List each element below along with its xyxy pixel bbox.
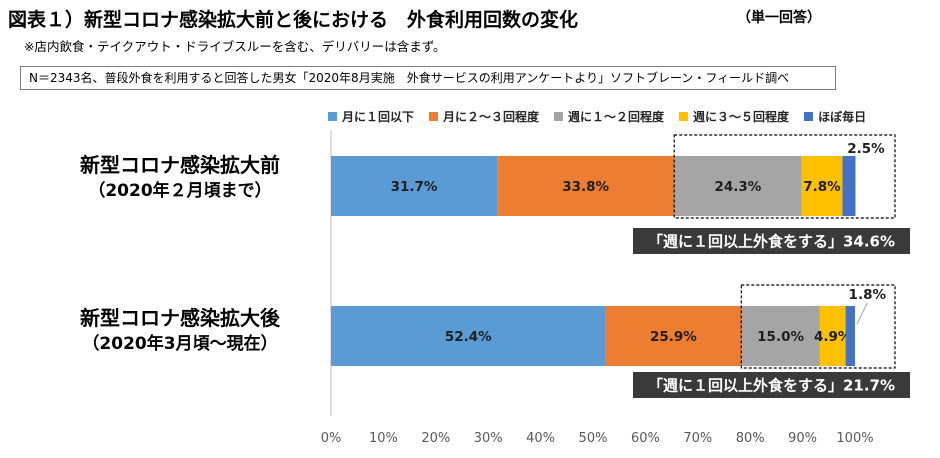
x-tick-label: 100%	[836, 431, 873, 446]
legend-swatch	[429, 111, 439, 121]
bar-segment	[605, 306, 742, 366]
category-label-period: （2020年3月頃～現在）	[82, 334, 278, 354]
data-label: 24.3%	[714, 179, 761, 195]
callout-box	[633, 228, 910, 254]
bar-segment	[331, 156, 498, 216]
x-tick-label: 30%	[474, 431, 503, 446]
legend-item: 月に２～３回程度	[429, 108, 539, 125]
legend-label: 月に２～３回程度	[443, 109, 540, 124]
leader-line	[856, 302, 868, 325]
data-label: 33.8%	[562, 179, 609, 195]
legend-item: 週に１～２回程度	[554, 108, 664, 125]
data-label: 7.8%	[803, 179, 841, 195]
data-label: 4.9%	[814, 329, 852, 345]
data-label: 25.9%	[650, 329, 697, 345]
legend-swatch	[328, 111, 337, 121]
category-label-before: 新型コロナ感染拡大前 （2020年２月頃まで）	[15, 153, 345, 202]
legend-item: 週に３～５回程度	[679, 108, 789, 125]
bar-segment	[801, 156, 843, 216]
bar-segment	[842, 156, 856, 216]
category-label-main: 新型コロナ感染拡大後	[80, 306, 280, 330]
legend-label: 月に１回以下	[342, 109, 415, 124]
legend-swatch	[804, 111, 814, 121]
callout-box	[633, 372, 910, 398]
scope-note: ※店内飲食・テイクアウト・ドライブスルーを含む、デリバリーは含まず。	[24, 39, 446, 54]
x-tick-label: 80%	[736, 431, 765, 446]
legend-swatch	[679, 111, 689, 121]
bar-segment	[741, 306, 820, 366]
callout-text: 「週に１回以上外食をする」21.7%	[648, 377, 895, 395]
callout-text: 「週に１回以上外食をする」34.6%	[648, 233, 895, 251]
bar-segment	[331, 306, 606, 366]
bar-segment	[819, 306, 846, 366]
data-label: 15.0%	[757, 329, 804, 345]
category-label-period: （2020年２月頃まで）	[88, 181, 272, 201]
source-note-box: N＝2343名、普段外食を利用すると回答した男女「2020年8月実施 外食サービ…	[20, 66, 836, 90]
bar-segment	[845, 306, 855, 366]
data-label: 2.5%	[847, 141, 885, 157]
x-tick-label: 0%	[321, 431, 342, 446]
highlight-box	[740, 284, 896, 369]
category-label-main: 新型コロナ感染拡大前	[80, 153, 280, 177]
data-label: 52.4%	[445, 329, 492, 345]
x-tick-label: 40%	[526, 431, 555, 446]
x-tick-label: 70%	[683, 431, 712, 446]
answer-type-label: （単一回答）	[737, 10, 821, 26]
x-tick-label: 90%	[788, 431, 817, 446]
x-tick-label: 50%	[579, 431, 608, 446]
bar-segment	[497, 156, 675, 216]
legend-label: ほぼ毎日	[818, 109, 867, 124]
x-tick-label: 10%	[369, 431, 398, 446]
chart-title: 図表１）新型コロナ感染拡大前と後における 外食利用回数の変化	[8, 9, 579, 31]
legend-swatch	[554, 111, 564, 121]
data-label: 31.7%	[391, 179, 438, 195]
highlight-box	[673, 134, 896, 219]
legend-item: ほぼ毎日	[804, 108, 866, 125]
legend-label: 週に３～５回程度	[693, 109, 790, 124]
x-tick-label: 20%	[421, 431, 450, 446]
source-note-text: N＝2343名、普段外食を利用すると回答した男女「2020年8月実施 外食サービ…	[29, 71, 790, 85]
chart-legend: 月に１回以下 月に２～３回程度 週に１～２回程度 週に３～５回程度 ほぼ毎日	[328, 108, 866, 124]
bar-segment	[674, 156, 802, 216]
legend-item: 月に１回以下	[328, 108, 414, 125]
legend-label: 週に１～２回程度	[568, 109, 665, 124]
data-label: 1.8%	[849, 287, 887, 303]
category-label-after: 新型コロナ感染拡大後 （2020年3月頃～現在）	[15, 306, 345, 355]
x-tick-label: 60%	[631, 431, 660, 446]
